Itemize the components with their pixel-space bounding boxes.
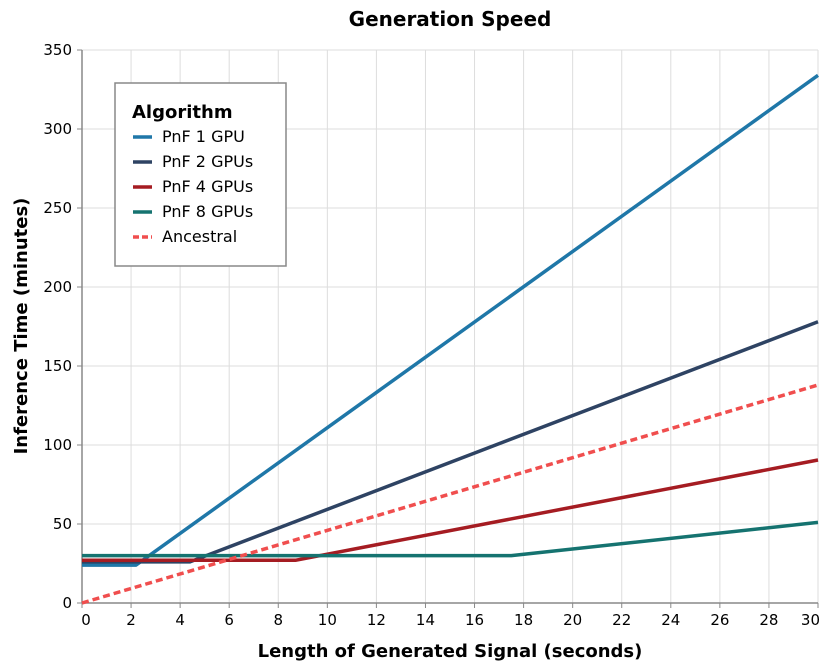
x-tick-label: 16 (465, 611, 484, 629)
x-tick-label: 6 (224, 611, 234, 629)
y-tick-label: 50 (53, 515, 72, 533)
x-tick-label: 22 (612, 611, 631, 629)
y-tick-label: 0 (62, 594, 72, 612)
y-tick-label: 150 (43, 357, 72, 375)
chart-title: Generation Speed (349, 7, 552, 31)
y-tick-label: 300 (43, 120, 72, 138)
y-tick-label: 100 (43, 436, 72, 454)
y-tick-label: 350 (43, 41, 72, 59)
series-lines (81, 73, 820, 605)
legend-label-pnf-4-gpus: PnF 4 GPUs (162, 177, 253, 196)
grid (81, 49, 819, 604)
series-line-pnf-1-gpu (82, 73, 820, 567)
x-tick-label: 26 (710, 611, 729, 629)
x-tick-label: 18 (514, 611, 533, 629)
x-tick-label: 20 (563, 611, 582, 629)
x-ticks: 0 2 4 6 8 10 12 14 16 18 20 22 24 26 28 30 (81, 603, 820, 629)
legend-label-pnf-8-gpus: PnF 8 GPUs (162, 202, 253, 221)
x-tick-label: 28 (759, 611, 778, 629)
x-tick-label: 10 (318, 611, 337, 629)
y-tick-label: 200 (43, 278, 72, 296)
y-ticks: 0 50 100 150 200 250 300 350 (43, 41, 82, 612)
x-tick-label: 12 (367, 611, 386, 629)
legend-label-pnf-1-gpu: PnF 1 GPU (162, 127, 245, 146)
series-line-pnf-4-gpus (82, 458, 819, 563)
x-axis-title: Length of Generated Signal (seconds) (258, 641, 643, 662)
y-axis-title: Inference Time (minutes) (11, 198, 32, 455)
legend-label-ancestral: Ancestral (162, 227, 237, 246)
x-tick-label: 30 (801, 611, 820, 629)
x-tick-label: 24 (661, 611, 680, 629)
x-tick-label: 2 (126, 611, 136, 629)
series-line-pnf-8-gpus (82, 520, 819, 558)
y-tick-label: 250 (43, 199, 72, 217)
x-tick-label: 4 (175, 611, 185, 629)
series-line-ancestral (81, 383, 819, 605)
axes (81, 50, 818, 604)
legend-title: Algorithm (132, 102, 233, 123)
x-tick-label: 8 (273, 611, 283, 629)
x-tick-label: 14 (416, 611, 435, 629)
x-tick-label: 0 (81, 611, 91, 629)
legend-items: PnF 1 GPU PnF 2 GPUs PnF 4 GPUs PnF 8 GPUs A… (133, 127, 253, 246)
legend-label-pnf-2-gpus: PnF 2 GPUs (162, 152, 253, 171)
